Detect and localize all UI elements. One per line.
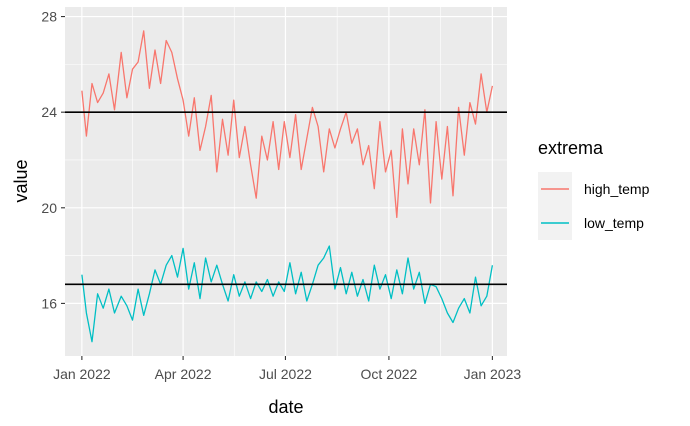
x-tick-label: Apr 2022 xyxy=(155,366,212,382)
y-tick-label: 28 xyxy=(41,9,57,25)
y-axis-title: value xyxy=(11,159,31,202)
series-line-high-temp xyxy=(81,30,494,219)
y-tick-label: 20 xyxy=(41,200,57,216)
legend-label: high_temp xyxy=(584,181,650,197)
y-axis: 16 20 24 28 xyxy=(41,9,65,311)
series-layer xyxy=(81,30,494,343)
x-tick-label: Jul 2022 xyxy=(259,366,312,382)
series-line-low-temp xyxy=(81,245,494,343)
x-tick-label: Jan 2023 xyxy=(464,366,522,382)
y-tick-label: 24 xyxy=(41,104,57,120)
x-tick-label: Oct 2022 xyxy=(360,366,417,382)
y-tick-label: 16 xyxy=(41,295,57,311)
x-axis-title: date xyxy=(268,397,303,417)
legend-title: extrema xyxy=(538,138,604,158)
legend: extrema high_temp low_temp xyxy=(538,138,650,240)
x-axis: Jan 2022 Apr 2022 Jul 2022 Oct 2022 Jan 2023 xyxy=(53,356,521,382)
x-tick-label: Jan 2022 xyxy=(53,366,111,382)
legend-entries: high_temp low_temp xyxy=(538,172,650,240)
reference-lines xyxy=(65,111,507,286)
legend-label: low_temp xyxy=(584,215,644,231)
